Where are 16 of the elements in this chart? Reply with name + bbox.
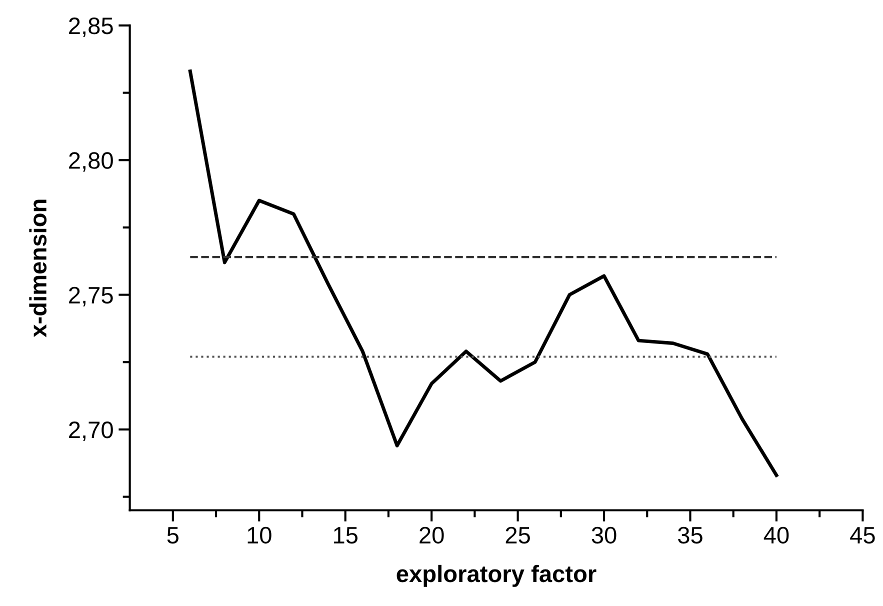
x-tick-label: 35 <box>678 526 702 544</box>
x-tick-label: 40 <box>764 526 789 544</box>
x-tick-label: 5 <box>167 527 178 544</box>
y-tick-label: 2,70 <box>69 422 113 442</box>
x-tick-label: 45 <box>850 527 875 544</box>
x-tick-label: 20 <box>420 526 444 544</box>
x-tick-label: 10 <box>248 526 272 544</box>
y-axis-title: x-dimension <box>29 200 47 338</box>
x-tick-label: 15 <box>334 527 358 544</box>
y-tick-label: 2,75 <box>69 286 113 306</box>
y-tick-label: 2,80 <box>69 152 113 172</box>
x-tick-label: 25 <box>506 526 530 544</box>
x-tick-label: 30 <box>592 526 616 544</box>
x-axis-title: exploratory factor <box>396 564 596 587</box>
y-tick-label: 2,85 <box>69 18 113 38</box>
line-series <box>188 70 778 477</box>
